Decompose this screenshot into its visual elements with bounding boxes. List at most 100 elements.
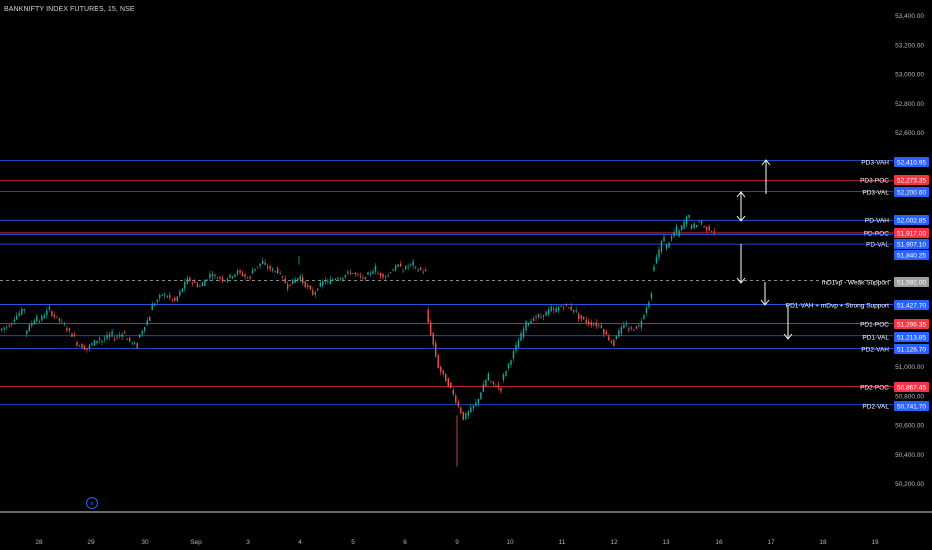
candle-body xyxy=(342,277,344,280)
level-label: mD1vp - Weak Support xyxy=(822,279,890,286)
candle-body xyxy=(229,274,231,278)
candle-body xyxy=(31,323,33,326)
level-label: PD3-POC xyxy=(860,177,889,184)
level-price-badge xyxy=(894,401,929,411)
time-axis[interactable]: 28 29 30 Sep 3 4 5 6 9 10 11 12 13 16 17 18 19 xyxy=(35,539,879,546)
candle-body xyxy=(352,273,354,274)
candle-body xyxy=(266,266,269,269)
candle-body xyxy=(475,402,477,406)
candle-body xyxy=(698,221,700,223)
candle-body xyxy=(332,279,334,281)
candle-body xyxy=(555,308,557,313)
candle-body xyxy=(364,277,367,280)
candle-body xyxy=(628,328,630,331)
level-price-badge xyxy=(894,187,929,197)
candle-body xyxy=(103,338,106,340)
replay-button[interactable]: » xyxy=(86,497,98,509)
candle-body xyxy=(655,257,658,264)
candle-body xyxy=(179,291,181,296)
candle-body xyxy=(610,340,613,343)
candle-body xyxy=(264,262,266,265)
candle-body xyxy=(432,332,434,345)
level-price-badge xyxy=(894,344,929,354)
candle-body xyxy=(219,276,221,279)
level-label: PD-POC xyxy=(864,230,890,237)
price-tick-label: 53,400.00 xyxy=(895,13,924,20)
candle-body xyxy=(66,328,68,331)
candle-body xyxy=(500,387,502,391)
candle-body xyxy=(279,273,281,274)
candle-body xyxy=(359,275,362,277)
candle-body xyxy=(126,339,128,340)
candle-body xyxy=(234,274,236,277)
candle-body xyxy=(482,384,485,392)
candle-body xyxy=(131,342,133,344)
price-axis[interactable]: 53,400.00 53,200.00 53,000.00 52,800.00 52,6… xyxy=(895,13,924,488)
candle-body xyxy=(520,332,522,341)
candle-body xyxy=(435,342,437,357)
candle-body xyxy=(151,304,153,311)
annotation-arrows xyxy=(736,159,793,340)
candle-body xyxy=(414,266,417,268)
candle-body xyxy=(53,315,56,317)
price-tick-label: 50,200.00 xyxy=(895,481,924,488)
time-tick-label: 6 xyxy=(403,539,407,546)
candle-body xyxy=(487,373,490,381)
candle-body xyxy=(372,271,374,274)
candle-body xyxy=(560,306,562,308)
candle-body xyxy=(83,345,86,350)
candle-body xyxy=(384,276,387,278)
candle-body xyxy=(1,328,3,331)
candle-body xyxy=(437,355,439,369)
level-label: PD2-VAH xyxy=(861,346,889,353)
candle-body xyxy=(159,294,161,299)
candle-body xyxy=(312,290,314,295)
candle-body xyxy=(485,379,487,387)
level-price-badge-text: 51,126.70 xyxy=(897,346,926,353)
candle-body xyxy=(43,315,46,319)
candle-body xyxy=(668,242,670,248)
candle-body xyxy=(317,288,319,291)
candle-body xyxy=(613,339,615,347)
candle-body xyxy=(184,281,186,289)
candle-body xyxy=(204,280,206,286)
candle-body xyxy=(86,348,88,350)
chart-title: BANKNIFTY INDEX FUTURES, 15, NSE xyxy=(4,6,135,13)
candle-body xyxy=(710,231,713,232)
time-tick-label: 29 xyxy=(87,539,95,546)
candle-body xyxy=(430,322,432,336)
price-tick-label: 53,000.00 xyxy=(895,72,924,79)
arrow-down-icon xyxy=(760,299,770,306)
candle-body xyxy=(344,274,347,278)
level-price-badge-text: 51,840.25 xyxy=(897,252,926,259)
candle-body xyxy=(685,216,688,225)
candle-body xyxy=(3,327,5,330)
candle-body xyxy=(289,284,291,286)
candle-body xyxy=(447,378,449,387)
candle-body xyxy=(269,265,271,270)
candle-body xyxy=(678,230,680,237)
candle-body xyxy=(562,307,565,308)
level-price-badge xyxy=(894,300,929,310)
candle-body xyxy=(593,324,595,326)
candle-body xyxy=(673,232,675,237)
candle-body xyxy=(171,299,173,301)
candle-body xyxy=(81,343,83,349)
level-price-badge-text: 50,867.45 xyxy=(897,384,926,391)
candle-body xyxy=(26,330,28,335)
candle-body xyxy=(460,407,462,414)
candle-body xyxy=(334,278,337,280)
candle-body xyxy=(492,381,495,385)
candle-body xyxy=(36,316,38,322)
candle-body xyxy=(357,273,359,275)
candle-body xyxy=(287,284,289,289)
candle-body xyxy=(537,314,540,318)
candle-body xyxy=(397,264,399,267)
level-price-badge-text: 52,273.35 xyxy=(897,177,926,184)
candle-body xyxy=(98,338,101,341)
candle-body xyxy=(309,285,311,290)
candle-body xyxy=(442,370,444,374)
candle-body xyxy=(703,226,705,227)
candle-body xyxy=(542,315,545,317)
